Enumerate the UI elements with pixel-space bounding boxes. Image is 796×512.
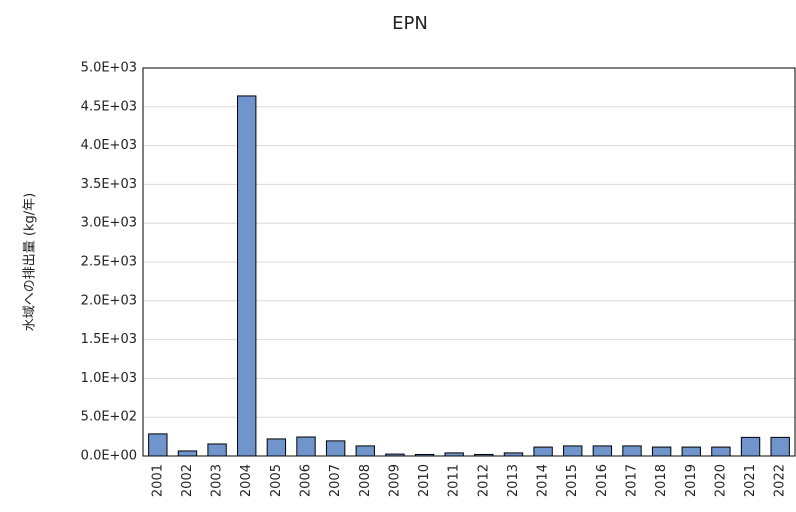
x-tick-label: 2015 bbox=[565, 464, 580, 497]
bar bbox=[444, 452, 464, 457]
x-tick-label: 2008 bbox=[358, 464, 373, 497]
x-tick-label: 2011 bbox=[447, 464, 462, 497]
y-tick-label: 4.5E+03 bbox=[81, 99, 137, 114]
x-tick-label: 2007 bbox=[328, 464, 343, 497]
y-tick-label: 1.0E+03 bbox=[81, 371, 137, 386]
bar bbox=[148, 433, 168, 457]
bar bbox=[592, 445, 613, 457]
bar bbox=[355, 445, 375, 457]
bar bbox=[651, 446, 672, 457]
y-tick-label: 3.0E+03 bbox=[81, 216, 137, 231]
x-tick-label: 2014 bbox=[536, 464, 551, 497]
x-tick-label: 2016 bbox=[595, 464, 610, 497]
bar bbox=[296, 436, 316, 457]
x-tick-label: 2010 bbox=[417, 464, 432, 497]
bar bbox=[740, 436, 761, 457]
x-tick-label: 2013 bbox=[506, 464, 521, 497]
bar bbox=[681, 446, 701, 457]
bar bbox=[177, 450, 198, 457]
bar bbox=[237, 95, 257, 457]
y-axis-title: 水域への排出量 (kg/年) bbox=[23, 193, 38, 331]
y-tick-label: 2.5E+03 bbox=[81, 255, 137, 270]
y-tick-label: 0.0E+00 bbox=[81, 449, 137, 464]
y-tick-label: 2.0E+03 bbox=[81, 293, 137, 308]
bar bbox=[325, 440, 346, 457]
x-tick-label: 2009 bbox=[387, 464, 402, 497]
bar bbox=[533, 446, 553, 457]
bar bbox=[266, 438, 287, 457]
x-tick-label: 2020 bbox=[713, 464, 728, 497]
bar bbox=[711, 446, 731, 457]
bar bbox=[503, 452, 524, 457]
bar bbox=[770, 436, 790, 457]
bar bbox=[563, 445, 583, 457]
bar bbox=[474, 453, 494, 457]
x-tick-label: 2004 bbox=[239, 464, 254, 497]
x-tick-label: 2003 bbox=[210, 464, 225, 497]
x-tick-label: 2017 bbox=[625, 464, 640, 497]
plot-frame bbox=[142, 67, 796, 457]
bar bbox=[385, 453, 405, 457]
x-tick-label: 2012 bbox=[476, 464, 491, 497]
bar bbox=[414, 453, 435, 457]
x-tick-label: 2006 bbox=[299, 464, 314, 497]
x-tick-label: 2019 bbox=[684, 464, 699, 497]
x-tick-label: 2001 bbox=[150, 464, 165, 497]
x-tick-label: 2002 bbox=[180, 464, 195, 497]
x-tick-label: 2021 bbox=[743, 464, 758, 497]
y-tick-label: 1.5E+03 bbox=[81, 332, 137, 347]
y-tick-label: 5.0E+02 bbox=[81, 410, 137, 425]
y-tick-label: 4.0E+03 bbox=[81, 138, 137, 153]
chart-title: EPN bbox=[392, 13, 428, 34]
x-tick-label: 2018 bbox=[654, 464, 669, 497]
bar bbox=[622, 445, 642, 457]
bar bbox=[207, 443, 227, 457]
x-tick-label: 2005 bbox=[269, 464, 284, 497]
x-tick-label: 2022 bbox=[773, 464, 788, 497]
y-tick-label: 3.5E+03 bbox=[81, 177, 137, 192]
y-tick-label: 5.0E+03 bbox=[81, 61, 137, 76]
